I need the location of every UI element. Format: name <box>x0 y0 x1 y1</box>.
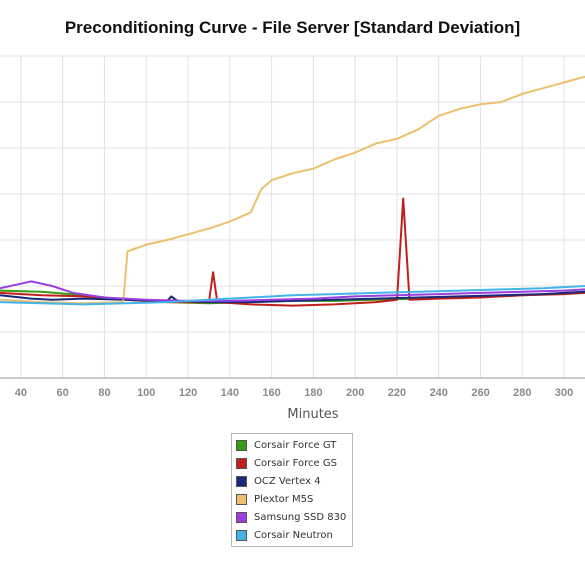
legend-item: Corsair Neutron <box>236 526 352 544</box>
x-tick-label: 120 <box>179 387 197 399</box>
x-tick-label: 160 <box>262 387 280 399</box>
series-line <box>0 290 585 304</box>
x-tick-label: 240 <box>430 387 448 399</box>
series-line <box>0 285 585 306</box>
legend-item: OCZ Vertex 4 <box>236 472 352 490</box>
x-tick-label: 140 <box>221 387 239 399</box>
x-tick-label: 40 <box>15 387 27 399</box>
legend-swatch <box>236 475 247 487</box>
x-tick-label: 200 <box>346 387 364 399</box>
gridlines <box>0 55 585 379</box>
series-line <box>0 75 585 305</box>
legend-swatch <box>236 511 247 523</box>
x-tick-label: 300 <box>555 387 573 399</box>
x-tick-label: 180 <box>304 387 322 399</box>
series-line <box>0 280 585 302</box>
legend-label: Plextor M5S <box>254 493 314 505</box>
x-tick-label: 60 <box>57 387 69 399</box>
legend-item: Plextor M5S <box>236 490 352 508</box>
x-tick-label: 100 <box>137 387 155 399</box>
chart-title: Preconditioning Curve - File Server [Sta… <box>64 18 521 37</box>
legend-label: Corsair Neutron <box>254 529 333 541</box>
legend-swatch <box>236 529 247 541</box>
legend-label: OCZ Vertex 4 <box>254 475 321 487</box>
legend-item: Samsung SSD 830 <box>236 508 352 526</box>
legend-item: Corsair Force GT <box>236 436 352 454</box>
x-tick-label: 280 <box>513 387 531 399</box>
x-tick-label: 220 <box>388 387 406 399</box>
x-tick-label: 260 <box>471 387 489 399</box>
series-lines <box>0 75 585 307</box>
legend: Corsair Force GT Corsair Force GS OCZ Vert… <box>231 433 353 547</box>
legend-swatch <box>236 439 247 451</box>
legend-swatch <box>236 457 247 469</box>
x-tick-label: 80 <box>98 387 110 399</box>
legend-swatch <box>236 493 247 505</box>
legend-item: Corsair Force GS <box>236 454 352 472</box>
x-tick-labels: 40 60 80 100 120 140 160 180 200 220 240 260 280 300 <box>15 387 574 399</box>
legend-label: Samsung SSD 830 <box>254 511 347 523</box>
x-axis-label: Minutes <box>287 407 338 422</box>
chart-plot: 40 60 80 100 120 140 160 180 200 220 240 260 280 300 … <box>0 55 585 422</box>
legend-label: Corsair Force GT <box>254 439 337 451</box>
legend-label: Corsair Force GS <box>254 457 337 469</box>
